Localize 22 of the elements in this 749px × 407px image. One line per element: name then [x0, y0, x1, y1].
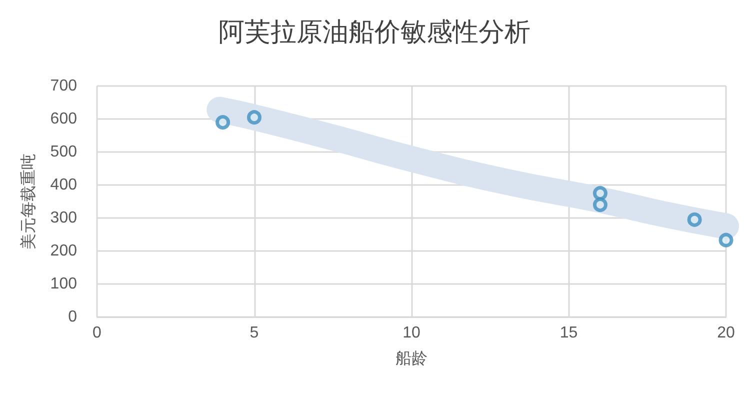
- y-tick-label: 300: [50, 210, 78, 226]
- y-tick-label: 200: [50, 242, 78, 260]
- point: [247, 110, 262, 125]
- x-axis-title: 船龄: [396, 350, 428, 368]
- y-tick-label: 100: [50, 276, 78, 292]
- point: [687, 212, 702, 227]
- point: [592, 198, 608, 212]
- y-tick-label: 0: [68, 308, 78, 326]
- point: [216, 115, 230, 130]
- y-tick-label: 400: [50, 176, 78, 194]
- y-tick-label: 700: [50, 78, 78, 94]
- chart-title: 阿芙拉原油船价敏感性分析: [218, 18, 530, 46]
- x-tick-label: 10: [402, 324, 420, 342]
- x-tick-label: 15: [560, 324, 578, 342]
- x-tick-label: 20: [717, 324, 735, 342]
- y-tick-label: 500: [50, 144, 78, 160]
- y-axis-title: 美元每载重吨: [20, 154, 38, 250]
- x-tick-label: 0: [92, 324, 102, 342]
- y-tick-label: 600: [50, 110, 78, 128]
- point: [592, 186, 608, 200]
- x-tick-label: 5: [250, 324, 259, 342]
- point: [718, 232, 734, 248]
